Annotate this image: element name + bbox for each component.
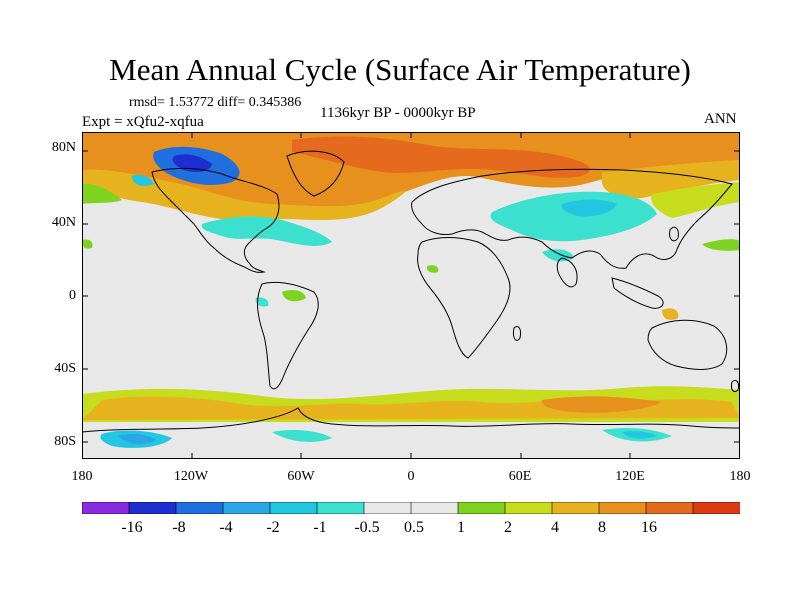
colorbar-label: 16 [641,519,657,536]
arctic-strong-warm [292,136,591,178]
lon-label-0: 0 [407,469,415,484]
antarctic-cool-core [118,433,156,445]
coastline-india [556,257,578,288]
antarctic-cool-core-2 [622,431,657,439]
experiment-label: Expt = xQfu2-xqfua [82,114,204,130]
period-label: 1136kyr BP - 0000kyr BP [320,105,476,121]
equatorial-green-west [82,239,93,249]
rmsd-diff-stats: rmsd= 1.53772 diff= 0.345386 [129,95,302,110]
colorbar-label: -4 [219,519,233,536]
colorbar [82,502,740,514]
coastline-madagascar [513,325,521,341]
colorbar-label: -8 [172,519,186,536]
colorbar-segment [128,502,177,514]
map-frame [82,132,740,459]
coastlines [82,150,740,433]
colorbar-segment [504,502,553,514]
tropical-green-patch-2 [426,265,439,273]
lat-label-80n: 80N [51,140,76,155]
lat-label-40n: 40N [51,215,76,230]
antarctic-cool-2 [272,430,332,442]
coastline-antarctica [82,407,740,433]
colorbar-label: -1 [313,519,327,536]
tropical-cool-patch [255,297,269,307]
north-atlantic-cool [201,216,332,246]
colorbar-segment [410,502,459,514]
colorbar-label: 0.5 [404,519,424,536]
temperature-difference-map [82,132,740,459]
colorbar-segment [692,502,740,514]
lon-label-60e: 60E [508,469,532,484]
lon-label-120e: 120E [615,469,645,484]
alaska-cool [132,174,154,186]
east-asia-green [651,182,740,218]
colorbar-segment [316,502,365,514]
colorbar-segment [551,502,600,514]
lat-label-0: 0 [69,288,76,303]
siberia-light-warm [602,160,740,199]
coastline-africa [417,237,511,359]
lon-label-180w: 180 [71,469,93,484]
lat-label-40s: 40S [54,361,76,376]
coastline-japan [669,226,679,242]
colorbar-label: 8 [598,519,606,536]
colorbar-segment [82,502,130,514]
colorbar-label: -2 [266,519,280,536]
coastline-greenland [286,150,345,197]
colorbar-segment [363,502,412,514]
colorbar-label: 1 [457,519,465,536]
colorbar-label: 4 [551,519,559,536]
colorbar-segment [222,502,271,514]
asia-cool-core [561,199,617,217]
colorbar-label: -16 [121,519,143,536]
lon-label-60w: 60W [287,469,315,484]
colorbar-segment [175,502,224,514]
north-pacific-green [82,183,122,204]
southern-ocean-strong-warm [541,396,662,413]
coastline-australia [647,319,728,370]
colorbar-label: -0.5 [354,519,380,536]
colorbar-segment [598,502,647,514]
coastline-eurasia [411,168,733,269]
colorbar-label: 2 [504,519,512,536]
coastline-new-zealand [731,379,739,393]
season-label: ANN [704,111,737,127]
arctic-warm-light [82,169,406,221]
coastline-north-america [151,167,280,273]
south-asia-orange [662,308,679,320]
lon-label-180e: 180 [729,469,751,484]
lat-label-80s: 80S [54,434,76,449]
colorbar-segment [269,502,318,514]
colorbar-segment [645,502,694,514]
pacific-green-east [702,239,740,251]
east-asia-cool [542,249,574,262]
lon-label-120w: 120W [173,469,209,484]
coastline-southeast-asia [611,277,664,309]
canadian-arctic-strong-cool [172,154,212,172]
colorbar-segment [457,502,506,514]
tropical-green-patch-1 [282,290,306,302]
plot-title: Mean Annual Cycle (Surface Air Temperatu… [109,52,691,87]
coastline-south-america [257,281,319,390]
